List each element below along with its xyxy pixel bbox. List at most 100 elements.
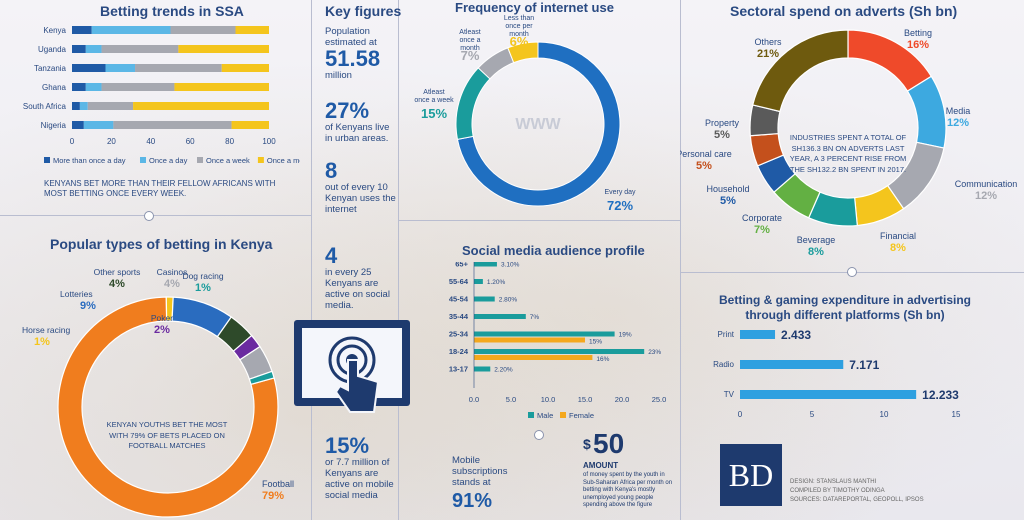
country-label: South Africa <box>23 102 67 111</box>
slice-label: Lotteries <box>60 289 93 299</box>
slice-label: Other sports <box>94 267 141 277</box>
key-figure: 8 out of every 10 Kenyan uses the interne… <box>325 158 397 216</box>
slice-label: Casinos <box>157 267 188 277</box>
slice-label: once a week <box>414 97 454 104</box>
mobile-value: 91% <box>452 490 493 512</box>
male-bar <box>474 262 497 267</box>
key-figure: 27% of Kenyans live in urban areas. <box>325 98 397 145</box>
legend-label: More than once a day <box>53 156 126 165</box>
touch-screen-icon <box>294 320 410 413</box>
slice-label: Dog racing <box>182 271 223 281</box>
amount-value: 50 <box>593 428 625 459</box>
slice-pct: 5% <box>720 195 736 207</box>
slice-pct: 1% <box>195 282 211 294</box>
bar-segment <box>113 121 232 129</box>
slice-pct: 7% <box>461 48 480 63</box>
male-label: 2.80% <box>499 297 518 304</box>
country-label: Nigeria <box>41 121 67 130</box>
platform-bar <box>740 330 776 339</box>
slice-label: Atleast <box>423 89 444 96</box>
key-figure-desc: out of every 10 Kenyan uses the internet <box>325 182 396 215</box>
bar-segment <box>178 45 269 53</box>
sectoral-center-text: INDUSTRIES SPENT A TOTAL OF SH136.3 BN O… <box>789 133 907 174</box>
slice-label: Communication <box>955 179 1018 189</box>
bar-segment <box>174 83 269 91</box>
age-group: 25-34 <box>449 330 469 339</box>
platform-value: 12.233 <box>922 388 959 402</box>
key-figure-pre: Population estimated at <box>325 26 377 48</box>
bar-segment <box>87 102 134 110</box>
credit-line: SOURCES: DATAREPORTAL, GEOPOLL, IPSOS <box>790 497 924 503</box>
bar-segment <box>235 26 269 34</box>
tick-label: 0 <box>70 137 75 146</box>
legend-label: Once a week <box>206 156 250 165</box>
bar-segment <box>72 83 86 91</box>
tick-label: 40 <box>146 137 155 146</box>
slice-pct: 12% <box>947 117 969 129</box>
credits: DESIGN: STANSLAUS MANTHI COMPILED BY TIM… <box>790 478 924 505</box>
donut-slice <box>248 370 275 386</box>
slice-label: Beverage <box>797 235 836 245</box>
bar-segment <box>231 121 269 129</box>
platform-label: Print <box>718 330 735 339</box>
slice-pct: 15% <box>421 106 447 121</box>
slice-label: Property <box>705 118 740 128</box>
legend-label: Male <box>537 411 553 420</box>
tick-label: 5.0 <box>506 395 516 404</box>
divider <box>398 0 399 520</box>
bar-segment <box>72 64 106 72</box>
tick-label: 10.0 <box>541 395 556 404</box>
legend-label: Once a month <box>267 156 300 165</box>
betting-types-center-text: KENYAN YOUTHS BET THE MOST WITH 79% OF B… <box>106 420 228 450</box>
divider <box>398 220 680 221</box>
country-label: Tanzania <box>34 64 67 73</box>
bar-segment <box>101 83 175 91</box>
male-label: 23% <box>648 349 661 356</box>
bar-segment <box>105 64 136 72</box>
divider <box>680 0 681 520</box>
bar-segment <box>72 45 86 53</box>
slice-pct: 1% <box>34 336 50 348</box>
key-figure: 4 in every 25 Kenyans are active on socia… <box>325 245 397 312</box>
divider-dot <box>847 267 857 277</box>
slice-pct: 9% <box>80 300 96 312</box>
male-bar <box>474 279 483 284</box>
slice-pct: 5% <box>696 160 712 172</box>
platform-label: Radio <box>713 360 734 369</box>
key-figure: Population estimated at 51.58 million <box>325 26 397 81</box>
www-icon: WWW <box>515 116 561 133</box>
country-label: Uganda <box>38 45 67 54</box>
platform-bar <box>740 390 917 399</box>
key-figure-value: 51.58 <box>325 46 381 71</box>
slice-pct: 2% <box>154 324 170 336</box>
amount-label: AMOUNT <box>583 461 619 470</box>
donut-slice <box>752 29 849 113</box>
bar-segment <box>72 26 92 34</box>
slice-label: Financial <box>880 231 916 241</box>
slice-pct: 4% <box>109 278 125 290</box>
bar-segment <box>79 102 88 110</box>
platform-value: 2.433 <box>781 328 811 342</box>
bar-segment <box>135 64 222 72</box>
credit-line: COMPILED BY TIMOTHY ODINGA <box>790 488 885 494</box>
slice-pct: 72% <box>607 198 633 213</box>
slice-label: Betting <box>904 28 932 38</box>
legend-swatch <box>257 157 264 163</box>
credit-line: DESIGN: STANSLAUS MANTHI <box>790 479 877 485</box>
legend-swatch <box>528 412 534 418</box>
key-figure: 15% or 7.7 million of Kenyans are active … <box>325 435 397 502</box>
legend-swatch <box>197 157 203 163</box>
sectoral-title: Sectoral spend on adverts (Sh bn) <box>730 3 958 19</box>
key-figure-value: 8 <box>325 158 338 183</box>
key-figure-value: 27% <box>325 98 370 123</box>
social-media-title: Social media audience profile <box>462 243 645 258</box>
male-bar <box>474 366 491 372</box>
male-bar <box>474 331 615 337</box>
legend-swatch <box>560 412 566 418</box>
slice-pct: 79% <box>262 490 284 502</box>
platform-label: TV <box>724 390 735 399</box>
male-bar <box>474 349 645 354</box>
male-bar <box>474 314 526 319</box>
tick-label: 0 <box>738 410 743 419</box>
donut-slice <box>507 41 539 64</box>
